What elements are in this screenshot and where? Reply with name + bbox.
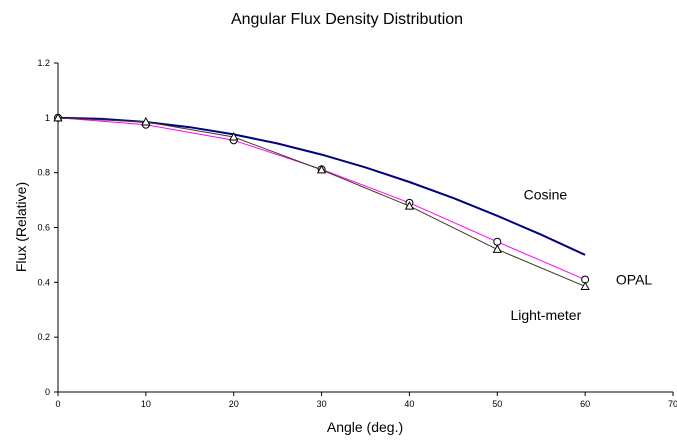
axes: 0 10 20 30 40 50 60 70 0 0.2 0.4 0.6 0.8 1 1.2 (37, 58, 677, 409)
light-meter-point (316, 164, 327, 174)
series-layer (53, 112, 590, 290)
y-tick-label: 1.2 (37, 58, 50, 68)
y-axis-title: Flux (Relative) (13, 182, 29, 272)
annotation-opal: OPAL (616, 272, 653, 288)
light-meter-point (53, 112, 63, 122)
light-meter-point (580, 281, 590, 290)
x-axis-title: Angle (deg.) (327, 419, 403, 435)
opal-line (57, 117, 586, 281)
chart-title: Angular Flux Density Distribution (231, 11, 463, 28)
opal-point (493, 237, 502, 246)
y-tick-label: 0.6 (37, 223, 50, 233)
x-tick-label: 60 (580, 399, 590, 409)
x-tick-label: 30 (317, 399, 327, 409)
annotation-cosine: Cosine (524, 187, 568, 203)
annotation-light-meter: Light-meter (510, 307, 581, 323)
x-tick-label: 10 (141, 399, 151, 409)
y-tick-label: 1 (45, 113, 50, 123)
x-tick-label: 70 (668, 399, 677, 409)
y-tick-label: 0.8 (37, 168, 50, 178)
y-tick-label: 0 (45, 387, 50, 397)
cosine-line (57, 116, 586, 256)
light-meter-point (141, 116, 151, 126)
y-tick-label: 0.2 (37, 332, 50, 342)
light-meter-point (404, 201, 415, 210)
x-tick-label: 40 (404, 399, 414, 409)
light-meter-point (229, 131, 239, 141)
light-meter-point (492, 244, 502, 253)
x-tick-label: 0 (55, 399, 60, 409)
series-light-meter (53, 112, 590, 290)
series-cosine (57, 116, 586, 256)
annotation-layer: Cosine OPAL Light-meter (510, 187, 652, 324)
x-tick-label: 50 (492, 399, 502, 409)
x-tick-label: 20 (229, 399, 239, 409)
y-tick-label: 0.4 (37, 277, 50, 287)
series-opal (54, 113, 590, 284)
light-meter-line (57, 117, 586, 287)
